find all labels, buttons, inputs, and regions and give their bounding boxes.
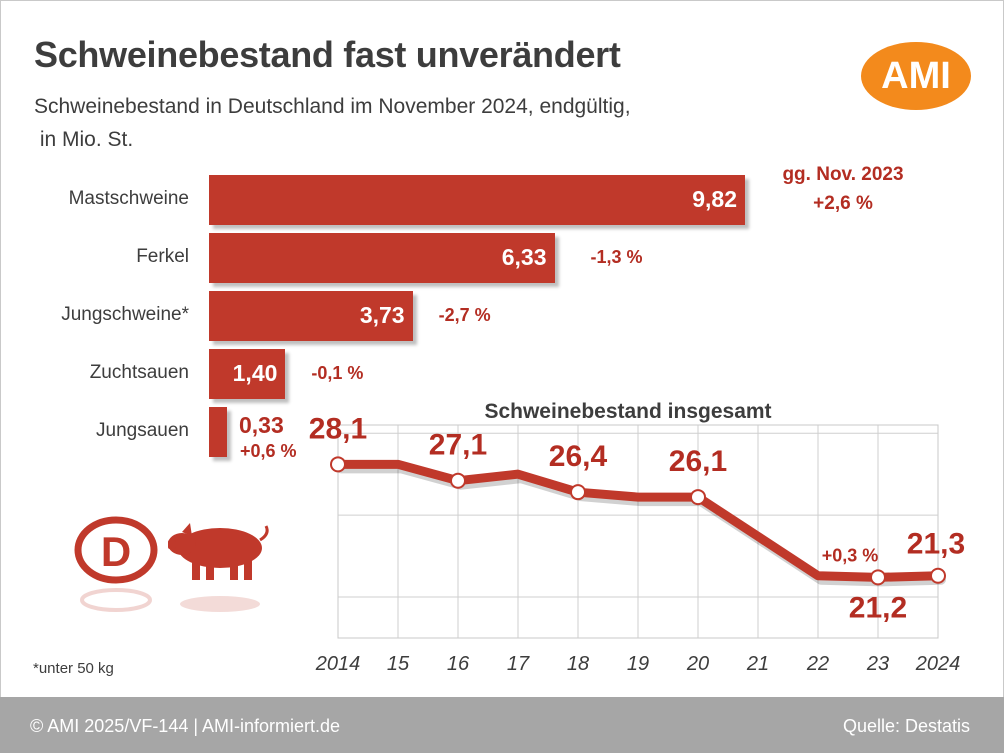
emblem-letter: D	[101, 528, 131, 575]
bar-value-label: 1,40	[232, 360, 278, 386]
x-tick-label: 23	[866, 653, 889, 675]
bar	[209, 175, 745, 225]
data-point	[570, 484, 586, 501]
chart-title: Schweinebestand fast unverändert	[34, 34, 621, 75]
footer: © AMI 2025/VF-144 | AMI-informiert.de Qu…	[0, 697, 1004, 753]
bar-value-label: 9,82	[692, 186, 737, 212]
change-label: -1,3 %	[590, 247, 643, 267]
copyright: © AMI 2025/VF-144 | AMI-informiert.de	[30, 716, 341, 736]
change-label: -0,1 %	[311, 363, 364, 383]
x-tick-label: 16	[447, 653, 470, 675]
change-label: +0,6 %	[240, 441, 297, 461]
data-label: 28,1	[309, 412, 367, 445]
chart-subtitle: Schweinebestand in Deutschland im Novemb…	[34, 95, 631, 151]
bar-value-label: 6,33	[501, 244, 547, 270]
bar	[209, 407, 227, 457]
x-tick-label: 20	[686, 653, 709, 675]
x-tick-label: 2014	[315, 653, 361, 675]
bar	[209, 291, 413, 341]
x-tick-label: 15	[387, 653, 410, 675]
bar-value-label: 3,73	[359, 302, 405, 328]
source: Quelle: Destatis	[842, 716, 970, 736]
data-point	[690, 489, 706, 506]
bar-value-label: 0,33	[239, 412, 284, 438]
series-line	[333, 459, 943, 582]
data-point	[930, 567, 946, 584]
data-label: 21,2	[849, 591, 907, 624]
line-chart: Schweinebestand insgesamt 2014 15 16 17 18 19 2…	[309, 400, 965, 675]
reference-label-text: gg. Nov. 2023	[782, 164, 904, 185]
change-annotation: +0,3 %	[822, 545, 879, 565]
change-label-0: +2,6 %	[813, 193, 873, 214]
x-tick-label: 17	[507, 653, 530, 675]
x-tick-label: 19	[627, 653, 649, 675]
x-tick-label: 21	[746, 653, 769, 675]
footnote: *unter 50 kg	[33, 660, 114, 677]
category-label: Mastschweine	[68, 188, 189, 209]
country-d-icon: D	[74, 516, 158, 612]
data-label: 27,1	[429, 429, 487, 462]
germany-emblem: D	[70, 508, 280, 623]
data-point	[450, 472, 466, 489]
data-point	[870, 569, 886, 586]
x-tick-label: 18	[567, 653, 589, 675]
data-label: 26,1	[669, 445, 727, 478]
pig-icon	[168, 523, 269, 612]
data-label: 21,3	[907, 528, 965, 561]
category-label: Jungschweine*	[61, 304, 189, 325]
category-label: Jungsauen	[96, 420, 189, 441]
change-label: -2,7 %	[438, 305, 491, 325]
data-point	[330, 456, 346, 473]
category-label: Zuchtsauen	[89, 362, 189, 383]
x-tick-label: 2024	[915, 653, 961, 675]
bar	[209, 233, 555, 283]
data-label: 26,4	[549, 440, 608, 473]
reference-label: gg. Nov. 2023 +2,6 %	[768, 160, 918, 218]
x-tick-label: 22	[806, 653, 829, 675]
line-chart-title: Schweinebestand insgesamt	[484, 400, 771, 423]
bar	[209, 349, 286, 399]
ami-logo: AMI	[861, 42, 971, 110]
category-label: Ferkel	[136, 246, 189, 267]
